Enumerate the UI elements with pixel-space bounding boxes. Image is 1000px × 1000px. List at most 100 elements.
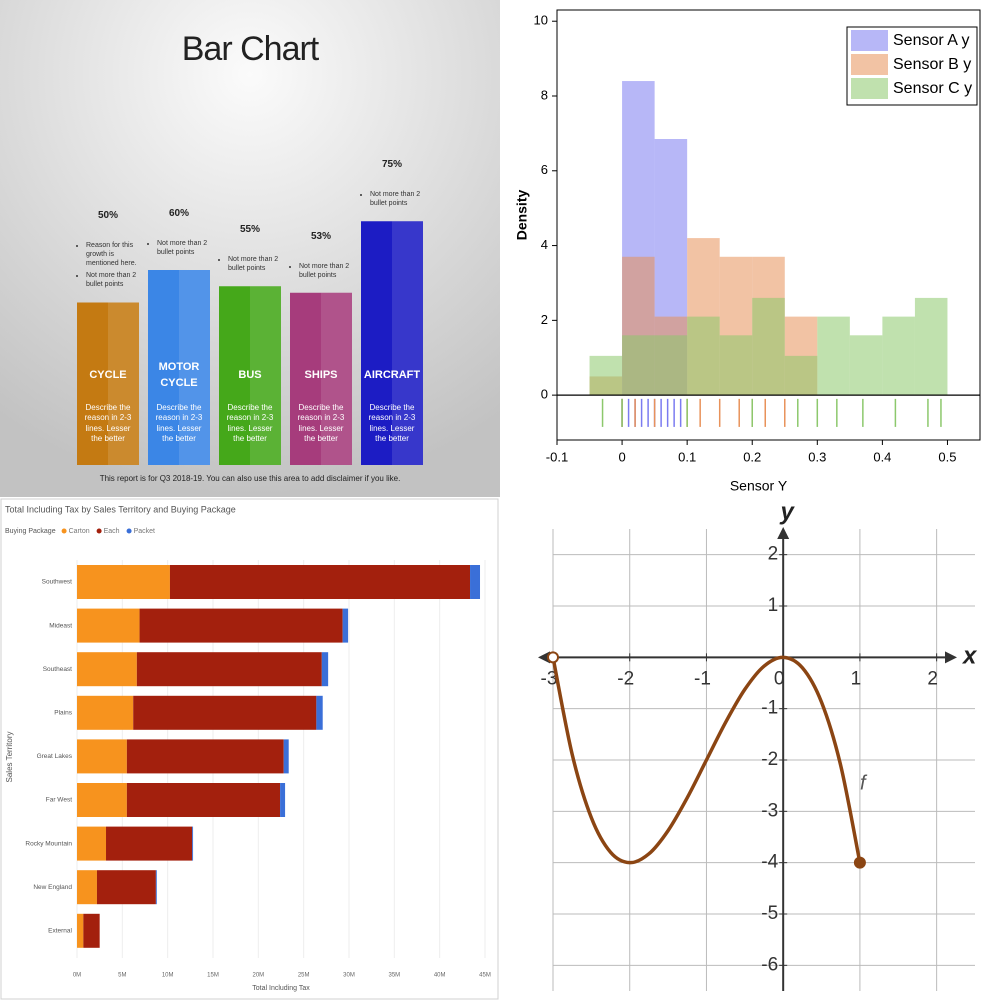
bullet-point: Not more than 2 bullet points [86, 271, 147, 289]
bar [361, 221, 423, 465]
bar-segment [77, 608, 140, 643]
histogram-bar [719, 335, 753, 396]
histogram-bar [817, 316, 850, 396]
y-tick-label: Southeast [43, 666, 72, 673]
y-tick-label: 4 [541, 237, 548, 252]
x-tick-label: 10M [162, 973, 174, 979]
footnote: This report is for Q3 2018-19. You can a… [99, 474, 401, 483]
x-tick-label: 0 [774, 668, 785, 689]
x-tick-label: 35M [388, 973, 400, 979]
y-axis-label: y [780, 498, 796, 525]
x-axis-label: Sensor Y [730, 478, 788, 494]
bar-segment [133, 695, 317, 730]
bar-segment [470, 565, 481, 599]
x-tick-label: 25M [298, 973, 310, 979]
bar-highlight [321, 292, 352, 465]
y-tick-label: -5 [761, 903, 778, 924]
y-tick-label: 8 [541, 87, 548, 102]
bar-highlight [108, 302, 139, 465]
y-axis-arrow [777, 527, 790, 539]
x-tick-label: 0.5 [938, 449, 956, 464]
x-tick-label: 0.2 [743, 449, 761, 464]
bar-segment [169, 565, 471, 599]
bullet-list: Not more than 2 bullet points [148, 239, 218, 257]
x-axis-arrow [945, 651, 957, 664]
y-tick-label: 6 [541, 162, 548, 177]
y-tick-label: 2 [768, 544, 779, 565]
bar [77, 302, 139, 465]
bar-segment [77, 870, 97, 905]
x-axis-arrow [538, 651, 550, 664]
y-tick-label: 0 [541, 387, 548, 402]
function-curve [551, 655, 862, 865]
bullet-point: Reason for this growth is mentioned here… [86, 241, 147, 268]
bar-description: Describe the reason in 2-3 lines. Lesser… [155, 403, 203, 444]
legend-swatch [851, 78, 888, 99]
x-tick-label: 30M [343, 973, 355, 979]
y-tick-label: Far West [46, 797, 72, 804]
category-label: AIRCRAFT [363, 368, 421, 381]
y-axis-label: Density [514, 190, 530, 241]
x-tick-label: 15M [207, 973, 219, 979]
bar [148, 270, 210, 465]
bar-segment [316, 695, 323, 730]
y-tick-label: 10 [534, 13, 548, 28]
bar-description: Describe the reason in 2-3 lines. Lesser… [297, 403, 345, 444]
legend-marker [61, 528, 67, 534]
bar-segment [77, 913, 84, 948]
bar-segment [77, 826, 107, 861]
y-tick-label: -6 [761, 954, 778, 975]
legend-label: Sensor B y [893, 56, 971, 73]
legend-label: Sensor C y [893, 80, 972, 97]
bar-segment [77, 565, 170, 599]
histogram-bar [589, 355, 623, 396]
y-tick-label: Mideast [49, 622, 72, 629]
bullet-list: Not more than 2 bullet points [361, 190, 431, 208]
y-tick-label: -3 [761, 800, 778, 821]
legend-label: Carton [69, 528, 90, 535]
bar-segment [192, 826, 194, 861]
x-tick-label: 0M [73, 973, 81, 979]
x-tick-label: 5M [118, 973, 126, 979]
chart-title: Bar Chart [181, 30, 320, 68]
legend-title: Buying Package [5, 528, 56, 535]
x-tick-label: 0.4 [873, 449, 891, 464]
x-tick-label: 40M [434, 973, 446, 979]
legend-swatch [851, 54, 888, 75]
bar-segment [77, 652, 137, 687]
bar-annotation: 55% Not more than 2 bullet points [219, 224, 289, 276]
bar-segment [280, 783, 286, 817]
legend-marker [126, 528, 132, 534]
bar-segment [77, 739, 127, 774]
bar-annotation: 60% Not more than 2 bullet points [148, 208, 218, 260]
y-tick-label: Rocky Mountain [25, 840, 72, 847]
y-tick-label: Southwest [42, 579, 73, 586]
bar-segment [155, 870, 157, 905]
bar-annotation: 53% Not more than 2 bullet points [290, 231, 360, 283]
x-tick-label: 20M [252, 973, 264, 979]
x-tick-label: 0.1 [678, 449, 696, 464]
bullet-point: Not more than 2 bullet points [228, 255, 289, 273]
bar-segment [106, 826, 193, 861]
bar-segment [83, 913, 100, 948]
chart-title: Total Including Tax by Sales Territory a… [5, 504, 236, 514]
bar-highlight [392, 221, 423, 465]
y-axis-label: Sales Territory [5, 732, 14, 783]
bar-segment [126, 739, 284, 774]
value-label: 53% [310, 230, 331, 242]
x-tick-label: 2 [927, 668, 938, 689]
legend-label: Sensor A y [893, 32, 970, 49]
bar-annotation: 50% Reason for this growth is mentioned h… [77, 210, 147, 292]
x-axis-label: Total Including Tax [252, 985, 310, 992]
histogram-bar [784, 355, 818, 396]
bar-segment [283, 739, 289, 774]
bullet-point: Not more than 2 bullet points [299, 262, 360, 280]
bullet-point: Not more than 2 bullet points [370, 190, 431, 208]
bar-segment [342, 608, 349, 643]
y-tick-label: New England [33, 884, 72, 891]
histogram-bar [622, 335, 655, 396]
x-tick-label: 1 [851, 668, 862, 689]
histogram-bar [654, 335, 688, 396]
value-label: 55% [239, 224, 260, 236]
x-tick-label: -1 [694, 668, 711, 689]
